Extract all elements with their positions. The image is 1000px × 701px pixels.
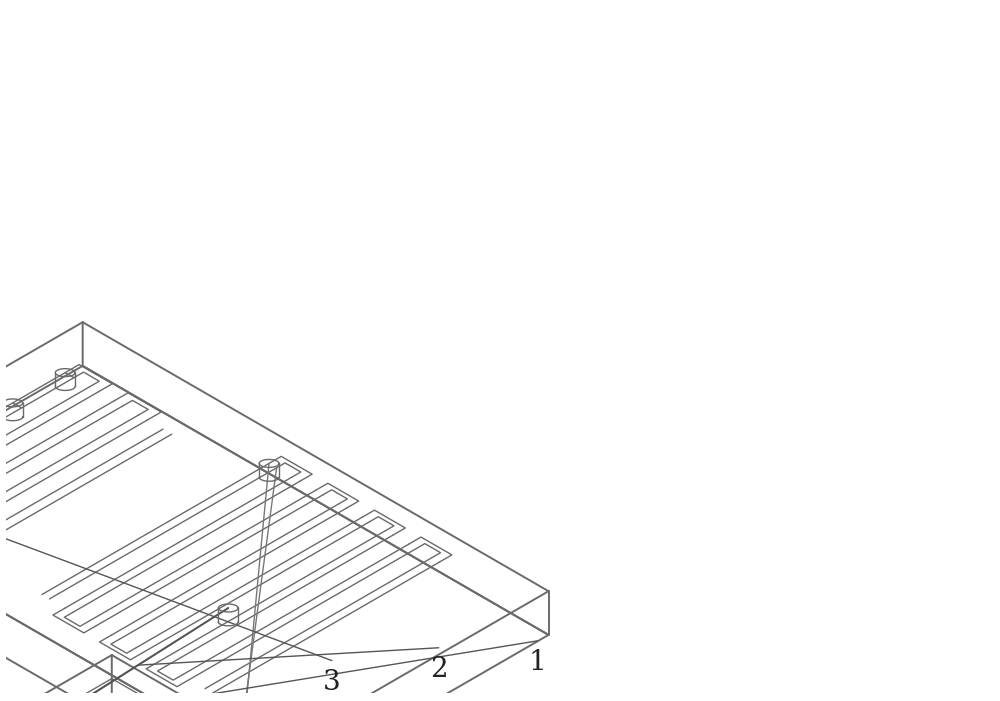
Text: 1: 1 [529, 648, 546, 676]
Text: 2: 2 [430, 655, 447, 683]
Text: 3: 3 [323, 669, 341, 695]
